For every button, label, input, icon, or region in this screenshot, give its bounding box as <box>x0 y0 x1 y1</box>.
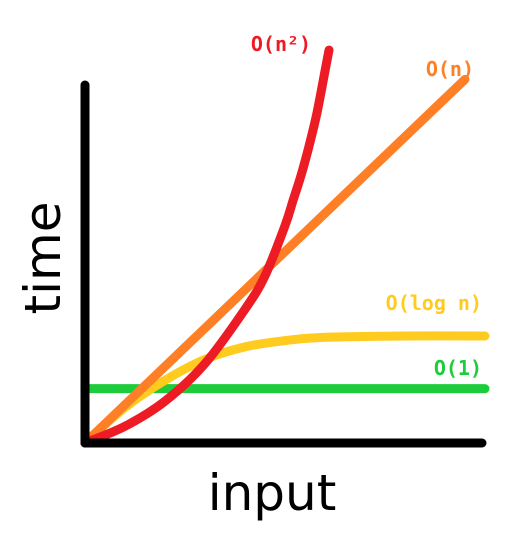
series-label-o-log-n: O(log n) <box>386 291 482 315</box>
series-label-o-n: O(n²) <box>251 32 311 56</box>
series-label-o-n: O(n) <box>426 57 474 81</box>
y-axis-title: time <box>14 202 72 315</box>
axes <box>80 80 487 448</box>
series-line-o-n <box>80 45 334 448</box>
x-axis-title: input <box>208 464 337 522</box>
series-layer <box>80 45 490 448</box>
series-label-o-1: O(1) <box>434 356 482 380</box>
series-labels: O(1) O(log n) O(n) O(n²) <box>251 32 482 380</box>
